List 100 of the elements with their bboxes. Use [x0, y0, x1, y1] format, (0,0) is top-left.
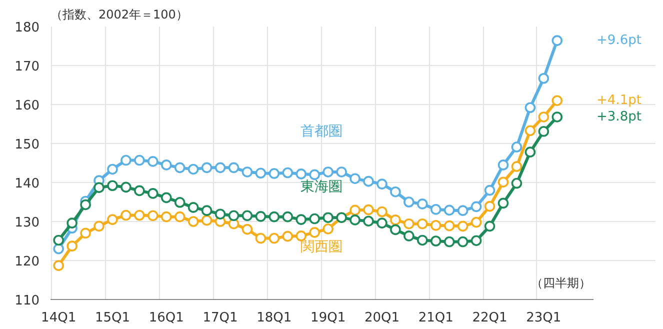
point	[201, 205, 212, 216]
point	[470, 201, 482, 212]
point	[552, 35, 563, 46]
y-tick-label: 130	[14, 216, 40, 230]
point	[107, 180, 118, 192]
point	[174, 197, 186, 208]
point	[430, 220, 442, 231]
x-tick-label: 22Q1	[472, 310, 508, 326]
point	[255, 211, 266, 222]
y-axis-title: （指数、2002年＝100）	[50, 8, 188, 22]
x-tick-label: 16Q1	[148, 310, 184, 326]
point	[552, 112, 563, 122]
point	[470, 235, 482, 246]
point	[498, 160, 509, 170]
point	[309, 227, 320, 238]
point	[80, 228, 91, 239]
point	[242, 166, 253, 178]
point	[336, 166, 347, 178]
point	[296, 214, 307, 225]
x-tick-label: 18Q1	[256, 310, 292, 326]
point	[53, 234, 64, 246]
point	[53, 260, 64, 271]
point	[524, 146, 536, 158]
point	[309, 213, 320, 224]
point	[53, 243, 64, 254]
point	[296, 168, 307, 180]
point	[322, 224, 334, 234]
point	[148, 210, 158, 222]
point	[148, 188, 158, 199]
point	[296, 230, 307, 242]
point	[538, 126, 550, 137]
point	[188, 164, 199, 175]
point	[94, 220, 104, 232]
point	[457, 220, 468, 232]
y-tick-label: 120	[14, 254, 40, 270]
point	[134, 154, 145, 166]
point	[363, 176, 374, 187]
point	[404, 196, 414, 208]
point	[66, 218, 78, 228]
point	[416, 218, 428, 230]
point	[511, 142, 522, 152]
point	[322, 166, 334, 178]
y-tick-label: 110	[14, 294, 40, 308]
point	[444, 220, 455, 232]
point	[390, 224, 401, 236]
point	[470, 216, 482, 228]
point	[66, 240, 78, 252]
point	[363, 216, 374, 226]
point	[107, 214, 118, 225]
x-tick-label: 17Q1	[202, 310, 238, 326]
y-tick-label: 180	[14, 20, 40, 36]
point	[228, 210, 240, 222]
point	[120, 154, 132, 166]
point	[457, 205, 468, 216]
point	[255, 168, 266, 179]
point	[416, 198, 428, 210]
y-tick-label: 150	[14, 138, 40, 152]
text: +9.6pt	[596, 33, 642, 48]
point	[484, 200, 496, 212]
point	[160, 160, 172, 170]
point	[188, 202, 199, 213]
point	[160, 211, 172, 222]
x-tick-label: 19Q1	[310, 310, 346, 326]
point	[430, 204, 442, 215]
point	[148, 156, 158, 167]
y-tick-label: 140	[14, 176, 40, 192]
x-tick-label: 23Q1	[526, 310, 562, 326]
point	[350, 204, 360, 216]
point	[524, 125, 536, 136]
point	[282, 167, 294, 178]
point	[363, 204, 374, 216]
point	[498, 176, 509, 188]
point	[430, 236, 442, 246]
point	[174, 162, 186, 174]
point	[94, 182, 104, 193]
point	[282, 211, 294, 222]
point	[444, 236, 455, 248]
point	[350, 214, 360, 226]
point	[188, 216, 199, 227]
x-tick-label: 20Q1	[364, 310, 400, 326]
x-tick-label: 15Q1	[94, 310, 130, 326]
point	[214, 162, 226, 174]
point	[201, 214, 212, 226]
point	[80, 199, 91, 210]
point	[282, 230, 294, 242]
y-tick-label: 170	[14, 60, 40, 74]
point	[120, 182, 132, 193]
text: +3.8pt	[596, 109, 642, 124]
point	[228, 162, 240, 174]
point	[390, 214, 401, 226]
point	[538, 112, 550, 122]
point	[484, 220, 496, 232]
point	[322, 212, 334, 223]
point	[376, 206, 388, 218]
point	[457, 236, 468, 248]
point	[538, 72, 550, 84]
x-tick-label: 21Q1	[418, 310, 454, 326]
point	[498, 198, 509, 209]
point	[404, 218, 414, 230]
point	[350, 173, 360, 184]
